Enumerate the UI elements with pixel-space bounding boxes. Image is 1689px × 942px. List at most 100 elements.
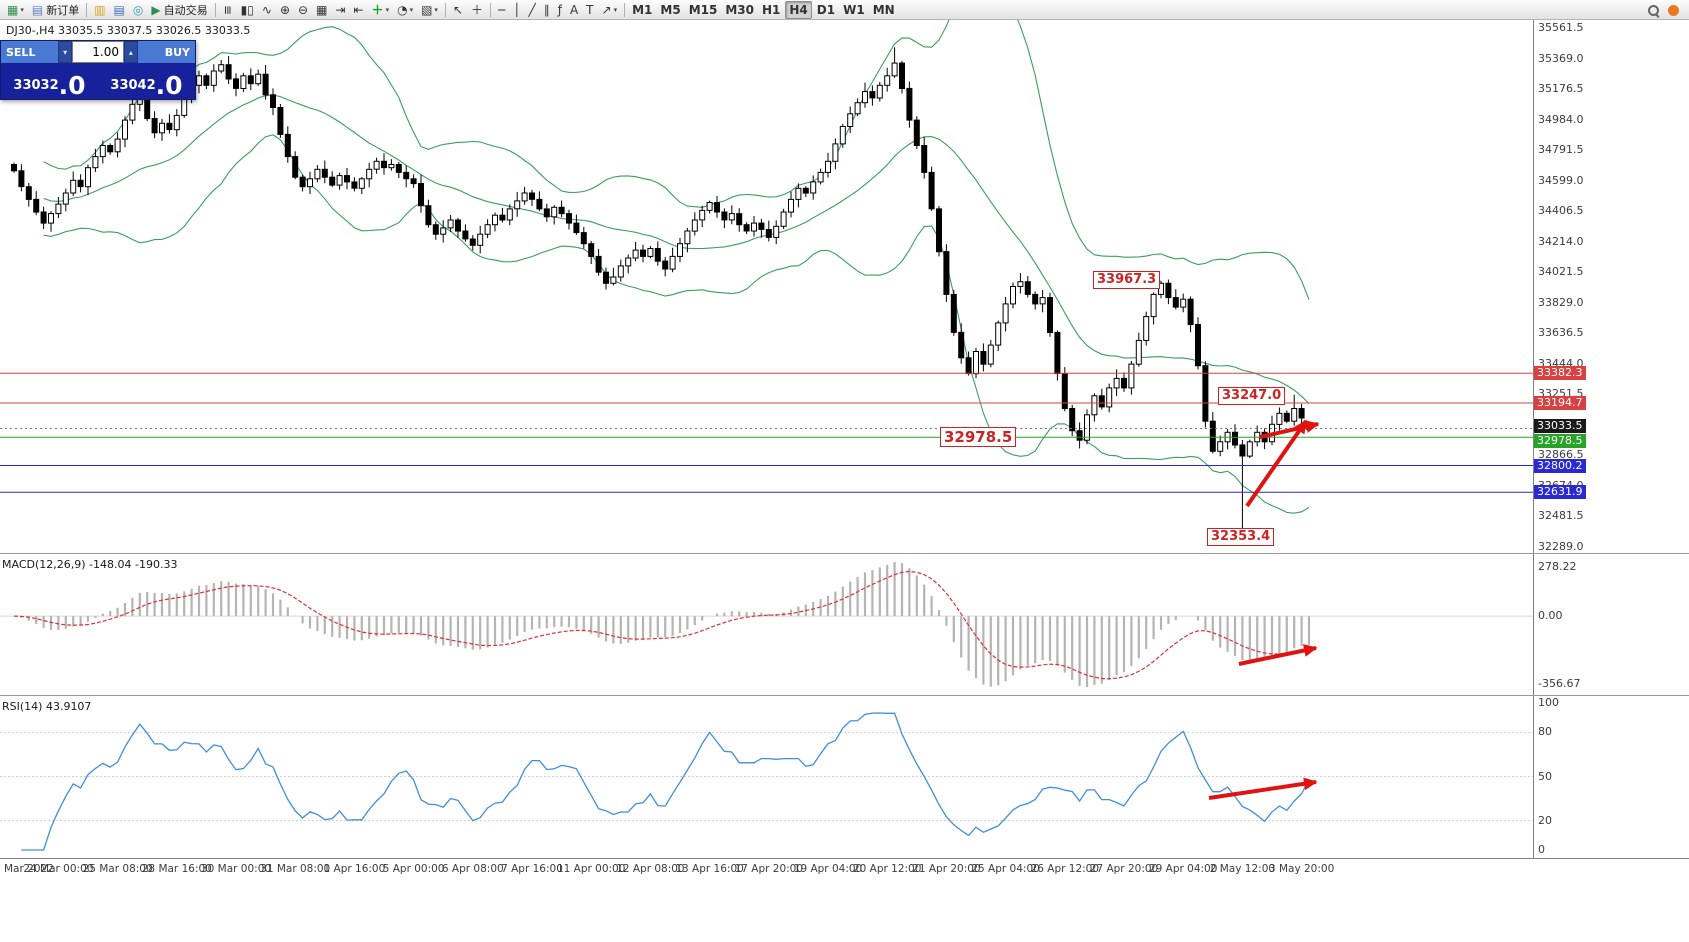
arrows-button[interactable]: ↗ ▾: [599, 1, 621, 19]
time-axis-label: 24 Mar 00:00: [23, 863, 94, 875]
line-chart-icon: ∿: [261, 2, 272, 17]
crosshair-button[interactable]: ＋: [468, 1, 486, 19]
time-axis-label: 5 Apr 00:00: [382, 863, 445, 875]
sell-price-main: 33032: [13, 78, 59, 93]
toolbar-separator: [86, 2, 88, 17]
auto-scroll-icon: ⇥: [335, 2, 346, 17]
time-axis-label: 13 Apr 16:00: [675, 863, 744, 875]
volume-input[interactable]: [72, 41, 124, 63]
new-order-button[interactable]: ▤ 新订单: [29, 1, 82, 19]
price-annotation[interactable]: 32978.5: [940, 427, 1017, 447]
cursor-button[interactable]: ↖: [450, 1, 466, 19]
trendline-button[interactable]: ╱: [525, 1, 538, 19]
rsi-panel-separator[interactable]: [0, 695, 1689, 696]
chart-shift-button[interactable]: ⇤: [350, 1, 366, 19]
horizontal-line-icon: ─: [498, 2, 506, 17]
price-annotation[interactable]: 33967.3: [1093, 271, 1161, 289]
time-axis-label: 12 Apr 08:00: [616, 863, 685, 875]
auto-scroll-button[interactable]: ⇥: [332, 1, 348, 19]
time-axis-label: 27 Apr 20:00: [1089, 863, 1159, 875]
autotrading-button[interactable]: ▶ 自动交易: [148, 1, 210, 19]
time-axis-label: 29 Apr 04:00: [1148, 863, 1218, 875]
tf-H4-icon: H4: [789, 2, 808, 17]
macd-panel-separator[interactable]: [0, 553, 1689, 554]
text-button[interactable]: A: [567, 1, 581, 19]
time-axis-label: 26 Apr 12:00: [1030, 863, 1100, 875]
autotrading-button-label: 自动交易: [163, 3, 208, 17]
price-axis-label: 34984.0: [1538, 112, 1584, 126]
indicators-button[interactable]: ＋ ▾: [369, 1, 393, 19]
data-window-icon: ▤: [113, 2, 125, 17]
tf-M15-button[interactable]: M15: [686, 1, 721, 19]
tf-W1-button[interactable]: W1: [840, 1, 868, 19]
buy-price[interactable]: 33042 .0: [98, 63, 195, 99]
channel-button[interactable]: ∥: [541, 1, 553, 19]
trendline-icon: ╱: [528, 2, 536, 17]
toolbar-separator: [490, 2, 492, 17]
new-chart-button[interactable]: ▦ ▾: [4, 1, 27, 19]
price-axis-label: 33636.5: [1538, 326, 1584, 339]
time-axis-label: 11 Apr 00:00: [556, 863, 626, 875]
time-axis-label: Mar 2022: [4, 863, 54, 875]
data-window-button[interactable]: ▤: [111, 1, 128, 19]
zoom-in-button[interactable]: ⊕: [277, 1, 293, 19]
bar-chart-button[interactable]: ≡: [220, 1, 236, 19]
toolbar-separator: [624, 2, 626, 17]
tf-M1-button[interactable]: M1: [629, 1, 655, 19]
cursor-icon: ↖: [452, 2, 463, 17]
tf-H4-button[interactable]: H4: [785, 0, 812, 19]
tf-M5-icon: M5: [660, 2, 681, 17]
price-annotation[interactable]: 32353.4: [1207, 528, 1275, 546]
horizontal-line-button[interactable]: ─: [495, 1, 508, 19]
label-button[interactable]: T: [583, 1, 596, 19]
line-chart-button[interactable]: ∿: [259, 1, 275, 19]
tf-H1-button[interactable]: H1: [759, 1, 783, 19]
buy-button[interactable]: BUY: [137, 41, 195, 63]
periods-button[interactable]: ◔ ▾: [394, 1, 416, 19]
tf-MN-button[interactable]: MN: [870, 1, 898, 19]
volume-decrease-button[interactable]: ▾: [58, 41, 72, 63]
fibonacci-button[interactable]: ƒ: [555, 1, 565, 19]
candlestick-chart-button[interactable]: ▮▯: [238, 1, 257, 19]
status-dot-icon: [1668, 4, 1679, 16]
rsi-axis-label: 50: [1538, 769, 1552, 783]
time-axis[interactable]: [0, 858, 1689, 942]
market-watch-icon: ▥: [94, 2, 106, 17]
vertical-line-button[interactable]: │: [510, 1, 523, 19]
price-axis-label: 33444.0: [1538, 356, 1584, 370]
buy-price-main: 33042: [110, 78, 156, 93]
templates-button[interactable]: ▧ ▾: [418, 1, 441, 19]
tf-M5-button[interactable]: M5: [657, 1, 683, 19]
tf-M30-button[interactable]: M30: [722, 1, 757, 19]
price-annotation[interactable]: 33247.0: [1218, 387, 1286, 405]
price-axis-label: 32289.0: [1538, 539, 1584, 553]
volume-increase-button[interactable]: ▴: [124, 41, 138, 63]
price-axis-label: 32481.5: [1538, 509, 1584, 522]
price-axis-label: 32866.5: [1538, 448, 1584, 461]
tile-windows-button[interactable]: ▦: [313, 1, 330, 19]
refresh-button[interactable]: ◎: [130, 1, 146, 19]
price-axis-label: 34214.0: [1538, 234, 1584, 248]
sell-price[interactable]: 33032 .0: [1, 63, 98, 99]
rsi-axis-label: 0: [1538, 843, 1545, 856]
notifications-button[interactable]: [1665, 1, 1682, 19]
sell-button[interactable]: SELL: [1, 41, 59, 63]
market-watch-button[interactable]: ▥: [91, 1, 108, 19]
search-button[interactable]: [1644, 1, 1663, 19]
tf-D1-button[interactable]: D1: [814, 1, 838, 19]
rsi-axis-label: 100: [1538, 696, 1559, 709]
current-price-tag: 33033.5: [1534, 418, 1586, 433]
fibonacci-icon: ƒ: [557, 2, 562, 17]
time-axis-label: 17 Apr 20:00: [734, 863, 804, 875]
price-axis-label: 34021.5: [1538, 265, 1584, 278]
macd-axis-label: 278.22: [1538, 560, 1577, 573]
new-order-button-label: 新订单: [46, 3, 80, 17]
crosshair-icon: ＋: [471, 2, 484, 17]
price-axis-label: 35369.0: [1538, 51, 1584, 65]
bar-chart-icon: ≡: [220, 4, 235, 15]
time-axis-label: 25 Apr 04:00: [971, 863, 1040, 875]
zoom-out-button[interactable]: ⊖: [295, 1, 311, 19]
time-axis-label: 25 Mar 08:00: [82, 863, 153, 875]
channel-icon: ∥: [543, 2, 550, 17]
